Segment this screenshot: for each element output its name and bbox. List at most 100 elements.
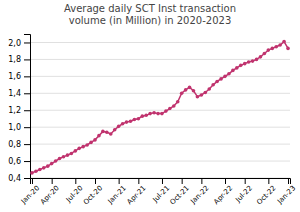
x-tick: Apr-20 — [39, 178, 61, 206]
x-tick-mark — [162, 178, 163, 184]
y-tick-label: 1,0 — [8, 123, 21, 132]
point — [251, 59, 255, 63]
point — [192, 89, 196, 93]
point — [54, 159, 58, 163]
grid-line — [30, 93, 290, 94]
point — [200, 93, 204, 97]
point — [50, 162, 54, 166]
point — [109, 132, 113, 136]
y-tick: 1,4 — [8, 89, 30, 98]
grid-line — [30, 59, 290, 60]
point — [172, 104, 176, 108]
point — [58, 157, 62, 161]
point — [97, 134, 101, 138]
x-tick-mark — [138, 178, 139, 184]
point — [156, 112, 160, 116]
point — [46, 164, 50, 168]
chart-svg: Average daily SCT Inst transactionvolume… — [0, 0, 300, 212]
y-tick-label: 0,4 — [8, 174, 21, 183]
x-tick: Jan-20 — [19, 178, 41, 206]
x-tick: Jan-22 — [189, 178, 211, 206]
x-tick: Oct-21 — [169, 178, 191, 206]
y-tick: 0,6 — [8, 157, 30, 166]
point — [77, 147, 81, 151]
plot-area — [30, 40, 290, 175]
x-tick-label: Jan-21 — [106, 184, 128, 206]
point — [38, 168, 42, 172]
y-tick: 1,6 — [8, 72, 30, 81]
x-tick-mark — [95, 178, 96, 184]
grid-line — [30, 110, 290, 111]
x-axis: Jan-20Apr-20Jul-20Oct-20Jan-21Apr-21Jul-… — [19, 178, 297, 206]
point — [140, 114, 144, 118]
y-tick-mark — [24, 59, 30, 60]
point — [223, 75, 227, 79]
point — [62, 155, 66, 159]
point — [255, 58, 259, 62]
y-tick-mark — [24, 161, 30, 162]
point — [211, 83, 215, 87]
title-line: Average daily SCT Inst transaction — [64, 3, 236, 14]
x-tick-label: Jul-22 — [234, 184, 254, 204]
grid-line — [30, 127, 290, 128]
x-tick-label: Oct-22 — [255, 184, 277, 206]
x-tick-label: Apr-21 — [126, 184, 148, 206]
point — [34, 169, 38, 173]
point — [286, 47, 290, 51]
y-tick: 0,8 — [8, 140, 30, 149]
point — [196, 95, 200, 99]
x-tick-mark — [119, 178, 120, 184]
grid-line — [30, 42, 290, 43]
point — [168, 107, 172, 111]
point — [207, 87, 211, 91]
y-tick-mark — [24, 178, 30, 179]
x-tick-label: Jan-23 — [275, 184, 297, 206]
point — [259, 55, 263, 59]
y-tick: 1,2 — [8, 106, 30, 115]
y-tick-label: 1,6 — [8, 72, 21, 81]
x-tick-mark — [201, 178, 202, 184]
markers — [30, 40, 290, 175]
y-tick-label: 2,0 — [8, 39, 21, 48]
x-tick-mark — [182, 178, 183, 184]
point — [215, 80, 219, 84]
point — [270, 47, 274, 51]
point — [148, 112, 152, 116]
x-tick-label: Oct-20 — [82, 184, 104, 206]
x-tick-mark — [288, 178, 289, 184]
point — [235, 66, 239, 70]
point — [239, 64, 243, 68]
x-tick-mark — [245, 178, 246, 184]
y-tick: 0,4 — [8, 174, 30, 183]
point — [219, 77, 223, 81]
x-tick: Apr-21 — [126, 178, 148, 206]
point — [267, 48, 271, 52]
point — [164, 109, 168, 113]
x-tick: Oct-22 — [255, 178, 277, 206]
y-tick-mark — [24, 127, 30, 128]
point — [247, 60, 251, 64]
x-axis-line — [31, 179, 291, 185]
point — [160, 112, 164, 116]
grid-line — [30, 144, 290, 145]
x-tick: Jan-21 — [106, 178, 128, 206]
point — [89, 141, 93, 145]
x-tick-label: Jan-22 — [189, 184, 211, 206]
point — [278, 43, 282, 47]
y-tick-label: 1,2 — [8, 106, 21, 115]
x-tick: Apr-22 — [212, 178, 234, 206]
point — [152, 111, 156, 115]
x-tick-mark — [52, 178, 53, 184]
point — [85, 143, 89, 147]
title: Average daily SCT Inst transactionvolume… — [64, 3, 236, 26]
grid-line — [30, 76, 290, 77]
y-tick-mark — [24, 76, 30, 77]
x-tick: Oct-20 — [82, 178, 104, 206]
y-tick-label: 1,8 — [8, 55, 21, 64]
x-tick: Jan-23 — [275, 178, 297, 206]
point — [133, 118, 137, 122]
point — [188, 86, 192, 90]
point — [263, 52, 267, 56]
y-tick-label: 1,4 — [8, 89, 21, 98]
point — [74, 149, 78, 153]
